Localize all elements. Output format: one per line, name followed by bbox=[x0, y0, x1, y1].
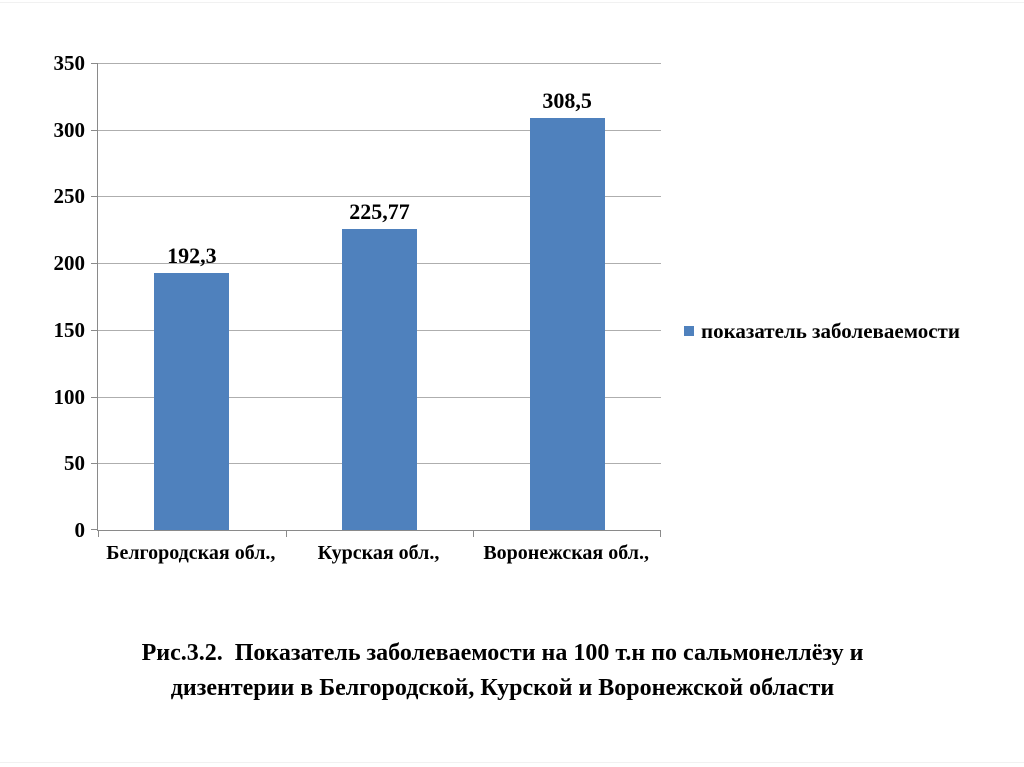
figure-caption-line-2: дизентерии в Белгородской, Курской и Вор… bbox=[170, 675, 835, 701]
y-axis-tick bbox=[91, 463, 98, 465]
y-axis-tick-label: 300 bbox=[53, 117, 86, 142]
y-axis-tick-label: 0 bbox=[74, 518, 86, 542]
y-axis-tick-label: 100 bbox=[53, 384, 86, 409]
x-axis-category-label: Белгородская обл., bbox=[106, 542, 276, 564]
x-axis-tick bbox=[98, 530, 99, 537]
bar bbox=[529, 118, 605, 530]
bar bbox=[154, 273, 230, 530]
slide-bottom-border bbox=[0, 762, 1024, 763]
legend: показатель заболеваемости bbox=[684, 320, 960, 343]
y-axis-tick bbox=[91, 196, 98, 198]
legend-swatch-icon bbox=[684, 326, 694, 336]
x-axis-tick bbox=[286, 530, 287, 537]
slide-top-border bbox=[0, 2, 1024, 3]
legend-label: показатель заболеваемости bbox=[701, 319, 960, 343]
x-axis-labels: Белгородская обл., Курская обл., Воронежск… bbox=[97, 540, 660, 600]
y-axis-tick bbox=[91, 529, 98, 530]
y-axis-tick bbox=[91, 263, 98, 265]
figure-caption: Рис.3.2. Показатель заболеваемости на 10… bbox=[0, 636, 1005, 706]
gridline bbox=[98, 63, 661, 64]
plot-area: 192,3 225,77 308,5 bbox=[91, 63, 661, 537]
x-axis-tick bbox=[473, 530, 474, 537]
y-axis-tick-label: 250 bbox=[53, 184, 86, 209]
bar-value-label: 225,77 bbox=[349, 198, 410, 224]
bar-value-label: 308,5 bbox=[542, 88, 592, 114]
y-axis-tick bbox=[91, 329, 98, 331]
x-axis-category-label: Воронежская обл., bbox=[483, 542, 649, 564]
y-axis-tick-label: 200 bbox=[53, 251, 86, 276]
y-axis-tick bbox=[91, 129, 98, 131]
bar bbox=[342, 228, 417, 530]
x-axis-category-label: Курская обл., bbox=[317, 542, 440, 564]
y-axis-tick bbox=[91, 396, 98, 398]
figure-caption-line-1: Рис.3.2. Показатель заболеваемости на 10… bbox=[141, 640, 864, 666]
gridline bbox=[98, 129, 661, 131]
y-axis-tick-label: 150 bbox=[53, 317, 86, 342]
y-axis-tick bbox=[91, 63, 98, 64]
y-axis-tick-label: 350 bbox=[53, 51, 86, 75]
bar-value-label: 192,3 bbox=[167, 243, 217, 269]
gridline bbox=[98, 196, 661, 198]
y-axis-tick-label: 50 bbox=[64, 451, 85, 476]
x-axis-tick bbox=[660, 530, 661, 537]
y-axis-labels: 0 50 100 150 200 250 300 350 bbox=[0, 53, 86, 541]
